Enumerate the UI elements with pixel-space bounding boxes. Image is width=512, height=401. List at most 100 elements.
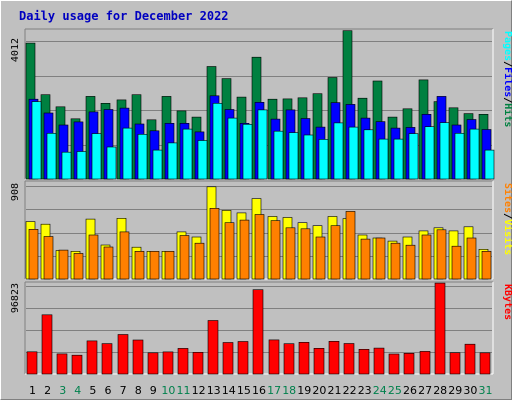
chart-title: Daily usage for December 2022 bbox=[19, 9, 229, 23]
bar-kbytes bbox=[207, 320, 219, 375]
panel-middle: 908 Sites/Visits bbox=[10, 180, 512, 280]
x-tick-label: 10 bbox=[161, 384, 175, 397]
legend-entry: / bbox=[502, 61, 512, 67]
bar-kbytes bbox=[419, 351, 431, 375]
bar-sites bbox=[88, 234, 99, 280]
bar-kbytes bbox=[26, 351, 38, 375]
bar-kbytes bbox=[222, 342, 234, 375]
x-tick-label: 18 bbox=[282, 384, 296, 397]
y-max-label: 96823 bbox=[10, 283, 21, 313]
bar-kbytes bbox=[313, 347, 325, 375]
x-tick-label: 5 bbox=[89, 384, 96, 397]
bar-pages bbox=[46, 133, 57, 180]
x-tick-label: 9 bbox=[150, 384, 157, 397]
bar-pages bbox=[363, 129, 374, 180]
bar-kbytes bbox=[56, 353, 68, 375]
bar-pages bbox=[61, 151, 72, 180]
bar-kbytes bbox=[252, 289, 264, 375]
x-tick-label: 11 bbox=[177, 384, 191, 397]
y-max-label: 4012 bbox=[10, 38, 21, 62]
legend-entry: Hits bbox=[502, 103, 512, 127]
bar-sites bbox=[28, 229, 39, 280]
series-pages bbox=[31, 101, 495, 180]
x-tick-label: 13 bbox=[207, 384, 221, 397]
bar-sites bbox=[254, 214, 265, 280]
bar-pages bbox=[454, 133, 465, 180]
x-tick-label: 12 bbox=[192, 384, 206, 397]
bar-kbytes bbox=[434, 282, 446, 375]
bar-sites bbox=[436, 229, 447, 280]
bar-kbytes bbox=[479, 352, 491, 375]
bar-pages bbox=[106, 146, 117, 180]
bar-pages bbox=[288, 132, 299, 180]
panel-bottom: 96823 KBytes bbox=[10, 281, 512, 375]
bar-pages bbox=[137, 134, 148, 180]
bar-pages bbox=[439, 122, 450, 180]
legend-entry: Sites bbox=[502, 183, 512, 213]
x-tick-label: 3 bbox=[59, 384, 66, 397]
bar-kbytes bbox=[147, 352, 159, 375]
x-tick-label: 2 bbox=[44, 384, 51, 397]
bar-sites bbox=[285, 227, 296, 280]
bar-sites bbox=[194, 242, 205, 280]
bar-pages bbox=[257, 109, 268, 180]
x-tick-label: 7 bbox=[120, 384, 127, 397]
bar-kbytes bbox=[177, 348, 189, 375]
bar-kbytes bbox=[449, 352, 461, 375]
bar-kbytes bbox=[192, 351, 204, 375]
bar-pages bbox=[424, 126, 435, 180]
legend-entry: / bbox=[502, 97, 512, 103]
bar-kbytes bbox=[388, 353, 400, 375]
bar-sites bbox=[43, 236, 54, 280]
bar-sites bbox=[466, 237, 477, 280]
bar-sites bbox=[405, 244, 416, 280]
bar-sites bbox=[164, 251, 175, 280]
x-tick-label: 31 bbox=[479, 384, 493, 397]
bar-sites bbox=[451, 245, 462, 280]
bar-pages bbox=[484, 149, 495, 180]
bar-sites bbox=[481, 251, 492, 280]
y-max-label: 908 bbox=[10, 183, 21, 201]
x-tick-label: 19 bbox=[297, 384, 311, 397]
bar-pages bbox=[469, 128, 480, 180]
x-tick-label: 27 bbox=[418, 384, 432, 397]
bar-kbytes bbox=[237, 341, 249, 375]
legend-middle: Sites/Visits bbox=[502, 183, 512, 255]
bar-sites bbox=[58, 249, 69, 280]
x-tick-label: 14 bbox=[222, 384, 236, 397]
bar-kbytes bbox=[343, 343, 355, 375]
bar-kbytes bbox=[117, 334, 129, 375]
bar-kbytes bbox=[464, 343, 476, 375]
legend-entry: Pages bbox=[502, 31, 512, 61]
x-tick-label: 6 bbox=[105, 384, 112, 397]
bar-kbytes bbox=[403, 352, 415, 375]
x-axis-ticks: 1 2 3 4 5 6 7 8 9 10 11 12 13 14 15 16 17 18 19 20 21 22 23 24 2… bbox=[29, 384, 493, 397]
bar-sites bbox=[103, 246, 114, 280]
x-tick-label: 21 bbox=[328, 384, 342, 397]
bar-pages bbox=[378, 138, 389, 180]
bar-kbytes bbox=[358, 348, 370, 375]
bar-sites bbox=[270, 220, 281, 280]
bar-sites bbox=[149, 251, 160, 280]
bar-sites bbox=[134, 251, 145, 280]
bar-pages bbox=[122, 127, 133, 180]
bar-sites bbox=[421, 234, 432, 280]
legend-bottom: KBytes bbox=[502, 284, 512, 320]
x-tick-label: 20 bbox=[312, 384, 326, 397]
bar-kbytes bbox=[328, 340, 340, 375]
bar-sites bbox=[179, 235, 190, 280]
bar-pages bbox=[273, 130, 284, 180]
bar-kbytes bbox=[86, 340, 98, 375]
bar-pages bbox=[348, 126, 359, 180]
bar-kbytes bbox=[71, 354, 83, 375]
legend-entry: / bbox=[502, 213, 512, 219]
bar-pages bbox=[167, 142, 178, 180]
panel-top: 4012 Pages/Files/Hits bbox=[10, 28, 512, 180]
bar-pages bbox=[182, 128, 193, 180]
bar-sites bbox=[73, 253, 84, 280]
bar-pages bbox=[303, 134, 314, 180]
bar-pages bbox=[333, 122, 344, 180]
x-tick-label: 30 bbox=[463, 384, 477, 397]
